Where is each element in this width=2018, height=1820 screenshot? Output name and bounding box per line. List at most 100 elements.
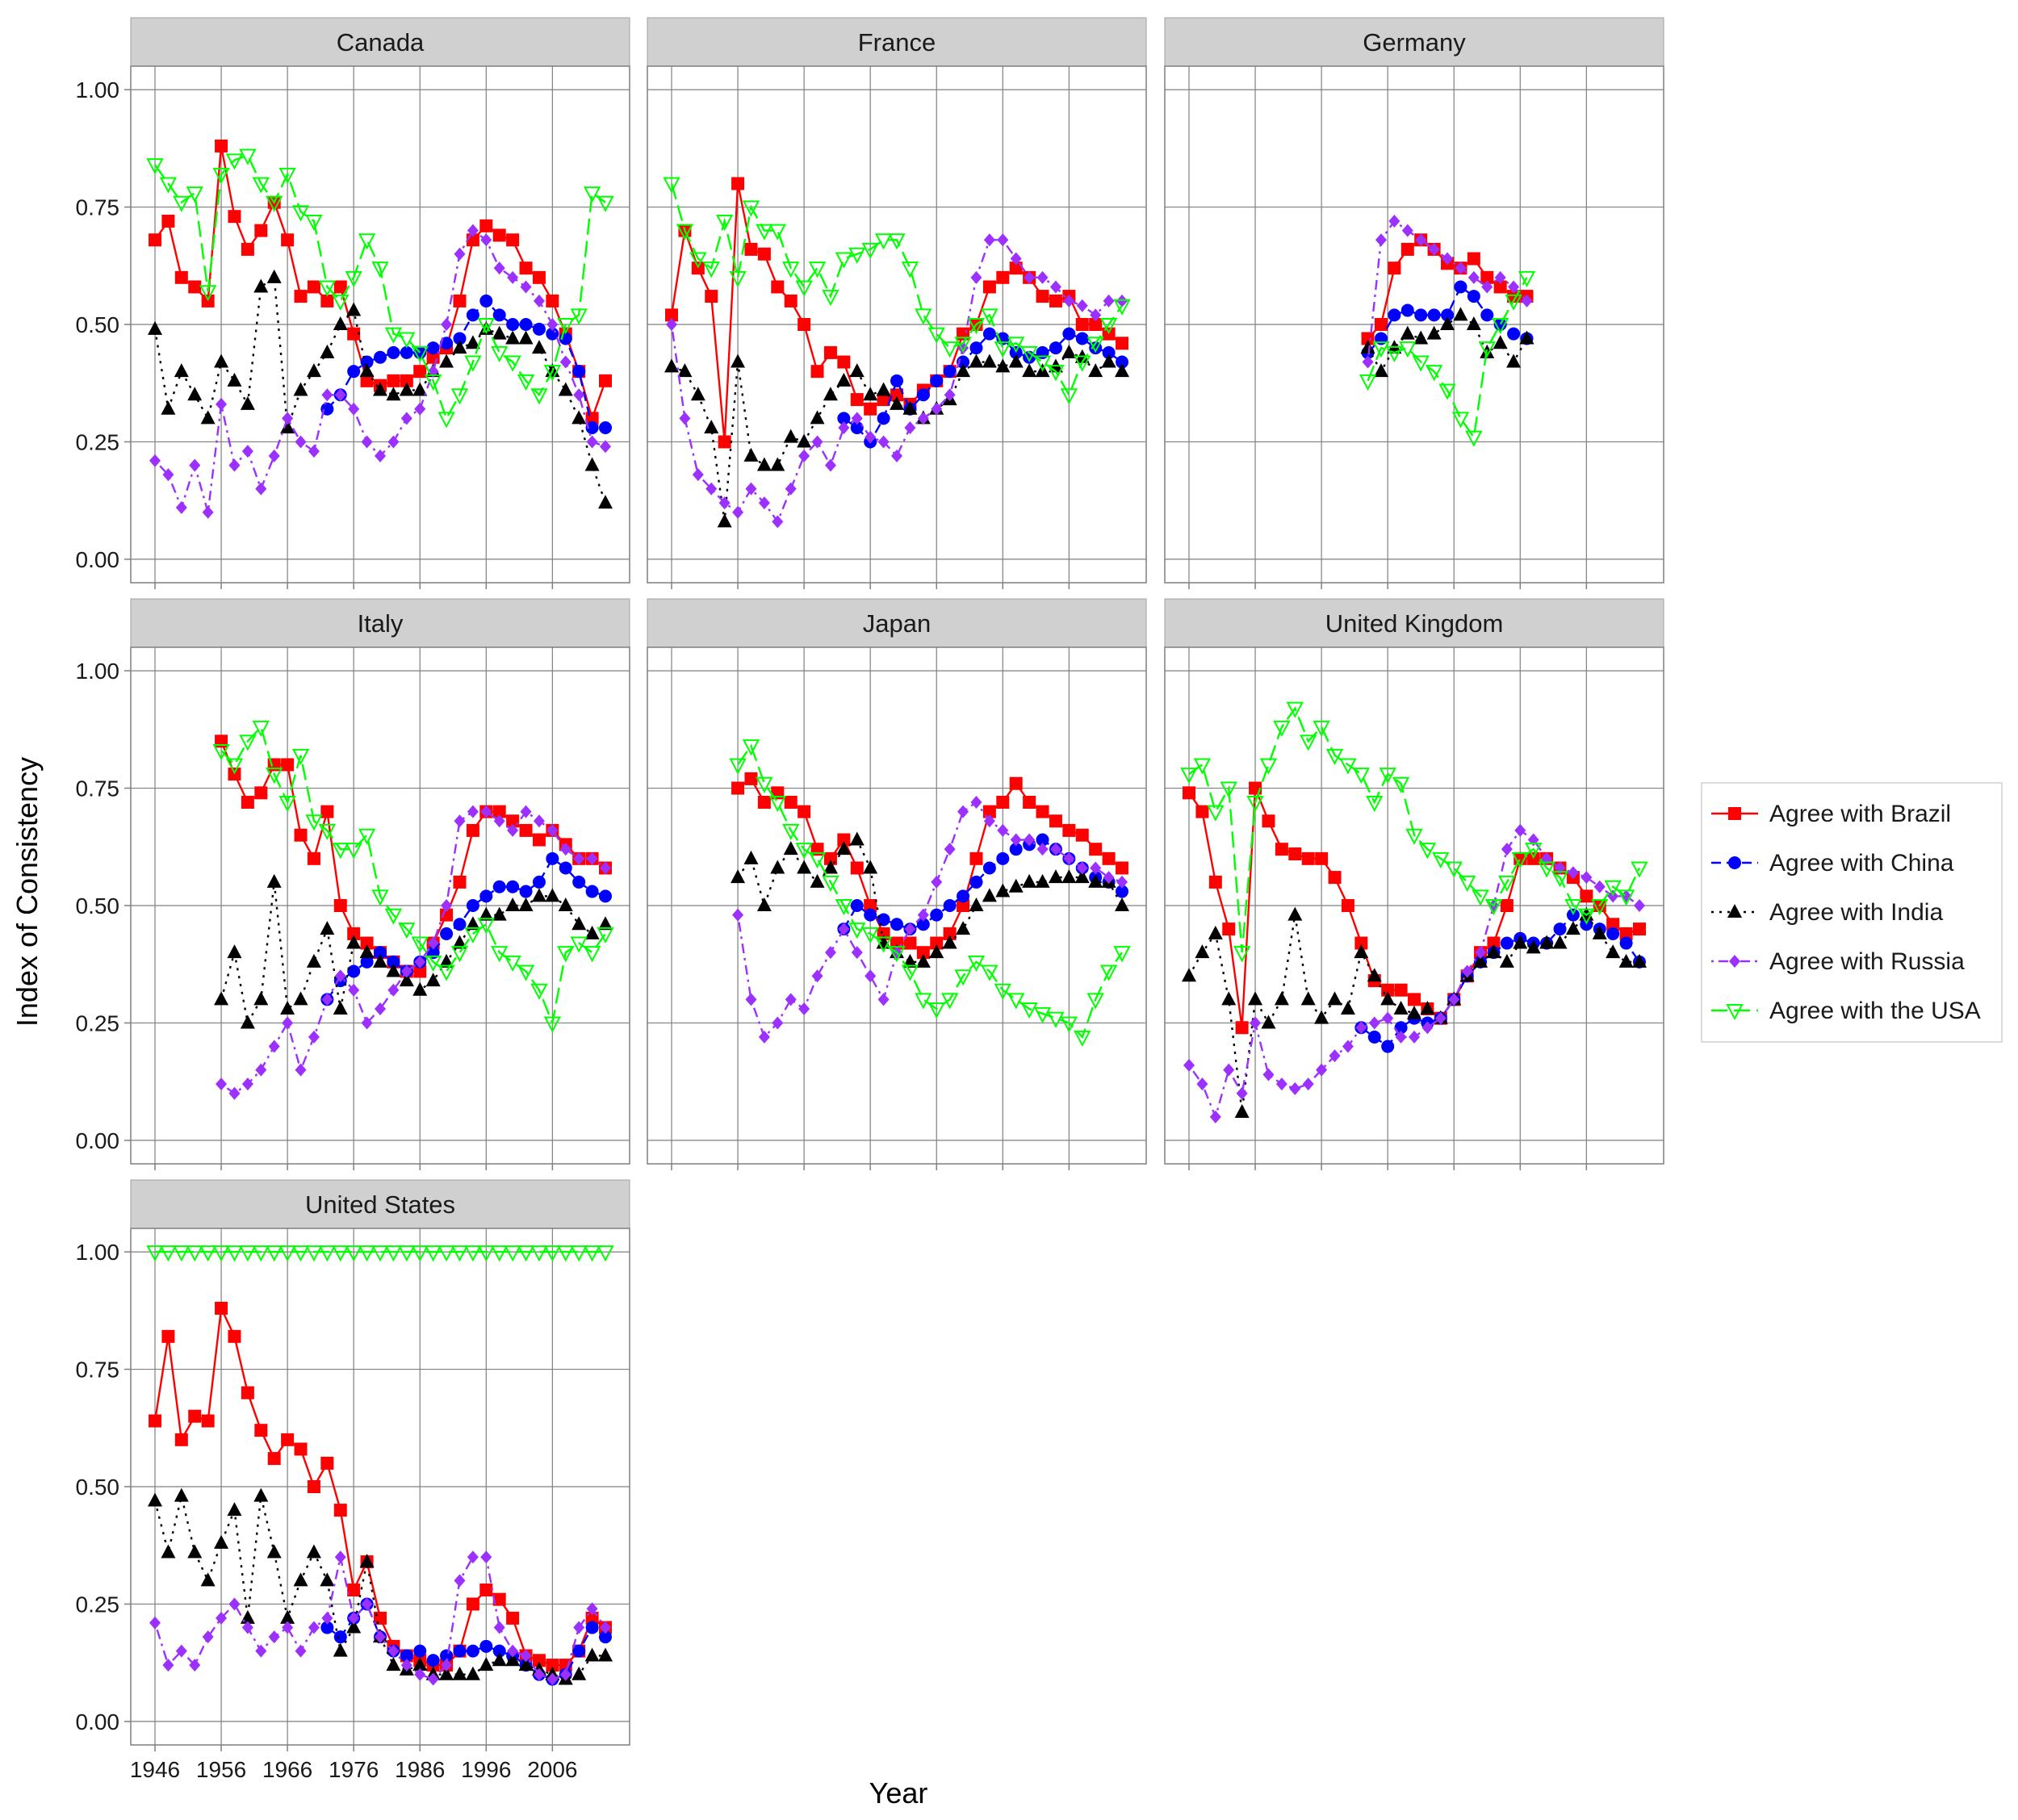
- data-point: [201, 1414, 215, 1428]
- data-point: [744, 242, 758, 256]
- data-point: [823, 860, 838, 874]
- data-point: [202, 505, 214, 519]
- data-point: [161, 1329, 175, 1343]
- data-point: [199, 285, 217, 302]
- data-point: [1024, 833, 1036, 847]
- data-point: [997, 233, 1009, 247]
- legend: Agree with Brazil Agree with China Agree w…: [1701, 782, 2003, 1043]
- data-point: [438, 412, 455, 429]
- data-point: [266, 269, 282, 283]
- data-point: [466, 308, 479, 322]
- data-point: [810, 410, 825, 425]
- data-point: [320, 1456, 334, 1470]
- data-point: [1634, 899, 1645, 912]
- data-point: [252, 1245, 270, 1262]
- data-point: [189, 458, 201, 472]
- data-point: [940, 341, 959, 358]
- data-point: [426, 1654, 440, 1667]
- data-point: [1286, 701, 1304, 718]
- data-point: [954, 969, 972, 986]
- data-point: [426, 341, 440, 355]
- data-point: [916, 918, 930, 931]
- data-point: [824, 458, 836, 472]
- data-point: [1116, 875, 1128, 889]
- data-point: [1580, 889, 1593, 903]
- data-point: [1315, 851, 1329, 865]
- data-point: [798, 449, 810, 462]
- data-point: [930, 908, 944, 922]
- x-tick-label: 1956: [196, 1757, 246, 1782]
- data-point: [1221, 991, 1237, 1006]
- data-point: [199, 1245, 217, 1262]
- series-line: [220, 725, 606, 1027]
- data-point: [1472, 889, 1489, 906]
- x-tick-label: 1966: [262, 1757, 312, 1782]
- data-point: [1432, 851, 1450, 868]
- data-point: [599, 374, 612, 387]
- data-point: [332, 294, 350, 312]
- data-point: [281, 758, 295, 772]
- data-point: [957, 899, 970, 912]
- facet-panel-france: France: [647, 17, 1147, 589]
- data-point: [1440, 316, 1455, 330]
- data-point: [1631, 861, 1648, 878]
- data-point: [890, 395, 904, 410]
- data-point: [241, 445, 253, 458]
- data-point: [306, 953, 321, 968]
- data-point: [1062, 327, 1076, 341]
- data-point: [1508, 280, 1520, 294]
- data-point: [347, 327, 361, 341]
- data-point: [756, 224, 773, 241]
- data-point: [241, 242, 254, 256]
- data-point: [440, 908, 454, 922]
- data-point: [1101, 354, 1116, 368]
- data-point: [466, 1597, 479, 1611]
- data-point: [784, 796, 798, 809]
- data-point: [386, 1657, 401, 1671]
- data-point: [758, 496, 770, 510]
- data-point: [1513, 935, 1528, 949]
- data-point: [874, 233, 893, 250]
- data-point: [768, 224, 786, 241]
- data-point: [518, 330, 534, 345]
- data-point: [438, 1245, 455, 1262]
- data-point: [1493, 280, 1507, 294]
- data-point: [439, 1666, 454, 1680]
- data-point: [1086, 993, 1104, 1010]
- data-point: [1385, 345, 1404, 363]
- data-point: [450, 388, 469, 405]
- series-line: [1360, 914, 1640, 1048]
- data-point: [1617, 889, 1635, 906]
- data-point: [666, 318, 677, 331]
- data-point: [400, 964, 412, 978]
- data-point: [1484, 899, 1503, 916]
- data-point: [519, 823, 533, 837]
- data-point: [186, 186, 203, 203]
- data-point: [467, 805, 479, 818]
- data-point: [584, 1647, 600, 1662]
- data-point: [1567, 866, 1579, 880]
- data-point: [254, 786, 268, 800]
- data-point: [506, 233, 520, 247]
- facet-title: Japan: [863, 609, 931, 638]
- data-point: [320, 1572, 335, 1587]
- data-point: [1223, 1063, 1235, 1077]
- series-agree-with-india: [214, 873, 613, 1029]
- data-point: [1354, 944, 1369, 959]
- series-line: [1367, 277, 1528, 440]
- data-point: [981, 308, 999, 325]
- data-point: [861, 242, 879, 260]
- data-point: [413, 365, 427, 379]
- data-point: [1451, 412, 1470, 429]
- data-point: [1368, 1016, 1380, 1030]
- data-point: [915, 308, 932, 325]
- data-point: [729, 758, 747, 775]
- data-point: [175, 500, 187, 514]
- data-point: [492, 325, 507, 340]
- facet-panel-united-states: United States 0.00 0.25 0.50 0.75 1.00 1946 195…: [76, 1179, 630, 1782]
- data-point: [492, 1592, 506, 1606]
- series-agree-with-the-usa: [1359, 270, 1536, 447]
- data-point: [1075, 318, 1089, 331]
- data-point: [1300, 991, 1316, 1006]
- data-point: [676, 224, 694, 241]
